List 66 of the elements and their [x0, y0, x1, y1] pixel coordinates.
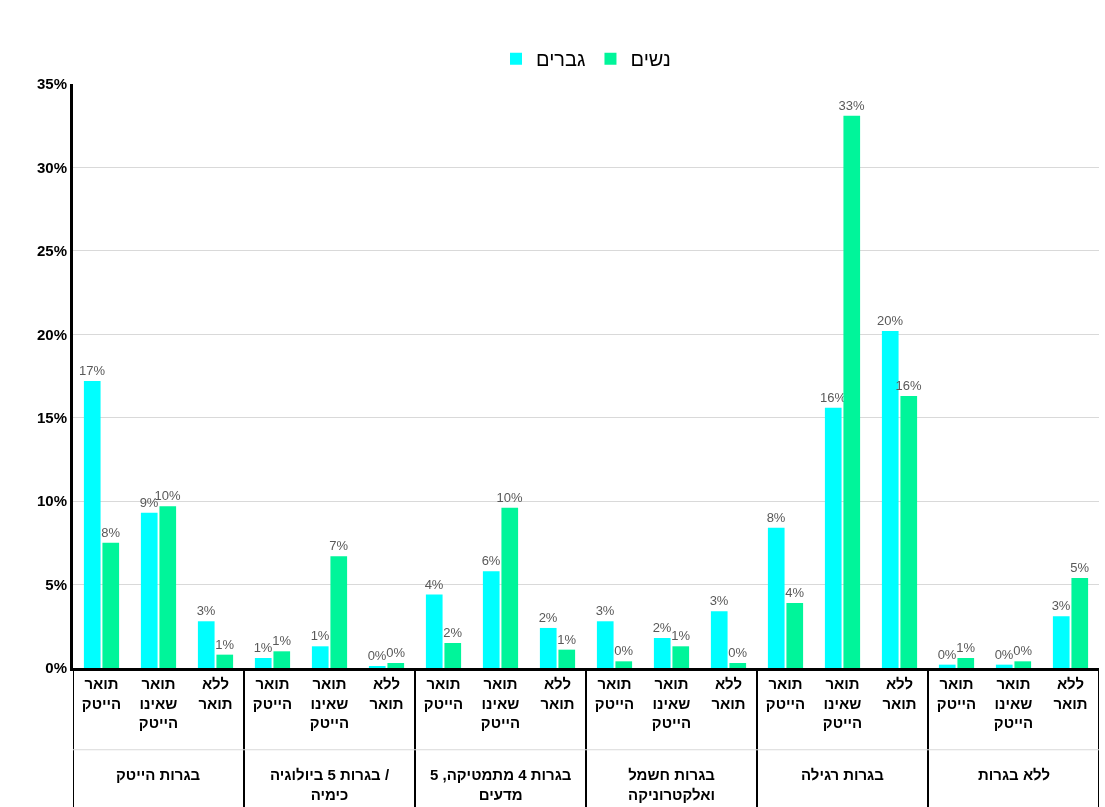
data-label: 0%	[367, 648, 387, 663]
data-label: 1%	[557, 631, 577, 647]
y-tick-label: 20%	[36, 325, 67, 343]
x-tick-label: ללא תואר	[198, 675, 233, 712]
x-tick-label: תואר הייטק	[81, 675, 122, 712]
data-label: 17%	[79, 363, 106, 379]
y-tick-label: 25%	[36, 242, 67, 260]
data-label: 3%	[1051, 598, 1071, 614]
data-label: 20%	[877, 312, 904, 328]
text: בגרות רגילה	[801, 766, 885, 783]
data-label: 0%	[614, 643, 634, 659]
x-tick-label: ללא תואר	[540, 675, 575, 712]
y-tick-label: 0%	[45, 659, 67, 677]
data-label: 2%	[652, 619, 672, 635]
data-label: 8%	[101, 524, 121, 540]
x-tick-label: תואר שאינו הייטק	[993, 675, 1034, 731]
x-tick-label: תואר שאינו הייטק	[822, 675, 863, 731]
data-label: 4%	[424, 576, 444, 592]
data-label: 1%	[215, 636, 235, 652]
text: ללא בגרות	[978, 766, 1051, 783]
x-tick-label: תואר שאינו הייטק	[309, 675, 350, 731]
data-label: 1%	[956, 639, 976, 655]
x-tick-label: תואר שאינו הייטק	[138, 675, 179, 731]
x-tick-label: ללא תואר	[369, 675, 404, 712]
data-label: 0%	[937, 646, 957, 662]
data-label: 5%	[1070, 559, 1090, 575]
y-tick-label: 15%	[36, 408, 67, 426]
data-label: 3%	[595, 603, 615, 619]
text: בגרות 4 מתמטיקה, 5 מדעים	[430, 766, 572, 803]
data-label: 1%	[671, 628, 691, 644]
y-tick-label: 10%	[36, 492, 67, 510]
data-label: 1%	[272, 633, 292, 649]
data-label: 3%	[709, 593, 729, 609]
data-label: 1%	[253, 639, 273, 655]
data-label: 0%	[386, 644, 406, 660]
x-tick-label: ללא תואר	[882, 675, 917, 712]
y-tick-label: 30%	[36, 158, 67, 176]
x-tick-label: תואר הייטק	[594, 675, 635, 712]
data-label: 6%	[481, 553, 501, 569]
x-tick-label: ללא תואר	[711, 675, 746, 712]
x-tick-label: תואר הייטק	[252, 675, 293, 712]
data-label: 10%	[496, 489, 523, 505]
text: בגרות חשמל ואלקטרוניקה	[628, 766, 716, 803]
x-tick-label: תואר הייטק	[423, 675, 464, 712]
legend-label: גברים	[536, 48, 586, 71]
y-tick-label: 5%	[45, 575, 67, 593]
data-label: 33%	[838, 97, 865, 113]
x-tick-label: ללא תואר	[1053, 675, 1088, 712]
x-tick-label: תואר הייטק	[936, 675, 977, 712]
data-label: 2%	[538, 609, 558, 625]
legend-label: נשים	[630, 48, 671, 71]
data-label: 0%	[728, 644, 748, 660]
x-tick-label: תואר הייטק	[765, 675, 806, 712]
text: בגרות 5 ביולוגיה / כימיה	[270, 766, 390, 803]
data-label: 2%	[443, 624, 463, 640]
data-label: 1%	[310, 628, 330, 644]
y-tick-label: 35%	[36, 75, 67, 93]
data-label: 0%	[994, 646, 1014, 662]
x-tick-label: תואר שאינו הייטק	[480, 675, 521, 731]
data-label: 4%	[785, 584, 805, 600]
data-label: 7%	[329, 538, 349, 554]
data-label: 0%	[1013, 643, 1033, 659]
data-label: 8%	[766, 509, 786, 525]
text: בגרות הייטק	[116, 766, 201, 783]
x-tick-label: תואר שאינו הייטק	[651, 675, 692, 731]
data-label: 3%	[196, 603, 216, 619]
